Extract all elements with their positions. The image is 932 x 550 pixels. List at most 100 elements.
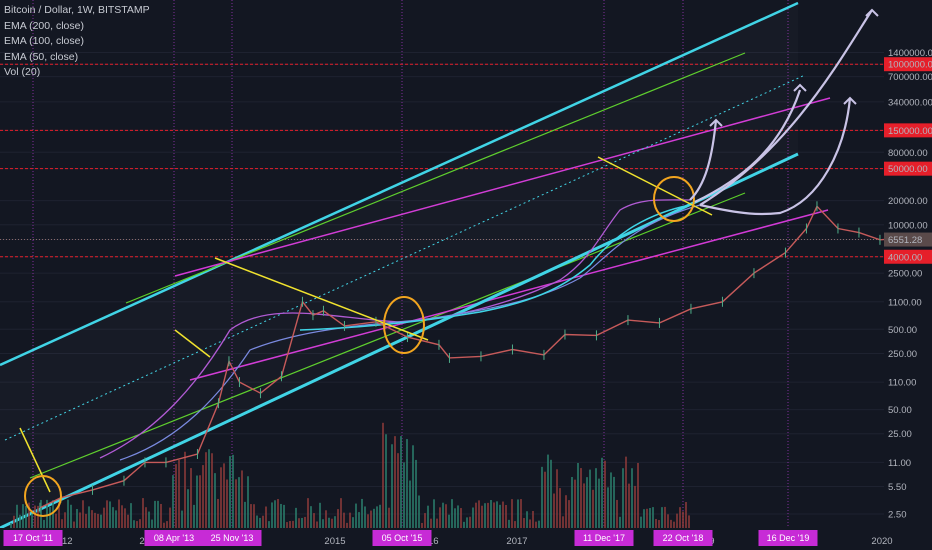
volume-bar — [187, 489, 189, 528]
volume-bar — [589, 469, 591, 528]
volume-bar — [421, 522, 423, 528]
legend-ema-200[interactable]: EMA (200, close) — [4, 19, 84, 32]
volume-bar — [496, 501, 498, 528]
volume-bar — [424, 513, 426, 528]
volume-bar — [361, 498, 363, 528]
volume-bar — [184, 451, 186, 528]
volume-bar — [673, 521, 675, 528]
volume-bar — [139, 519, 141, 528]
volume-bar — [157, 500, 159, 528]
volume-bar — [550, 459, 552, 528]
y-tick-label: 1000000.00 — [888, 60, 932, 71]
volume-bar — [241, 470, 243, 528]
volume-bar — [529, 519, 531, 528]
volume-bar — [178, 459, 180, 528]
volume-bar — [196, 475, 198, 528]
time-axis: 201220142015201620172019202017 Oct '1108… — [0, 528, 932, 550]
volume-bar — [613, 476, 615, 528]
volume-bar — [502, 501, 504, 528]
date-flag — [202, 530, 262, 546]
volume-bar — [232, 454, 234, 528]
volume-bar — [532, 510, 534, 528]
volume-bar — [328, 517, 330, 528]
price-label-bg — [884, 161, 932, 176]
volume-bar — [31, 513, 33, 528]
y-tick-label: 10000.00 — [888, 220, 928, 231]
legend-ema-100[interactable]: EMA (100, close) — [4, 35, 84, 47]
volume-bar — [391, 444, 393, 528]
date-flag — [758, 530, 818, 546]
volume-bar — [337, 509, 339, 528]
volume-bar — [631, 468, 633, 528]
volume-bar — [253, 504, 255, 528]
y-tick-label: 5.50 — [888, 482, 907, 493]
projection-arrow — [689, 119, 718, 201]
volume-bar — [298, 518, 300, 528]
volume-bar — [652, 507, 654, 528]
volume-bar — [412, 445, 414, 528]
volume-bar — [22, 504, 24, 528]
volume-bar — [379, 504, 381, 528]
volume-bar — [463, 521, 465, 528]
volume-bar — [364, 506, 366, 528]
volume-bar — [538, 520, 540, 528]
volume-bar — [247, 476, 249, 528]
legend-title[interactable]: Bitcoin / Dollar, 1W, BITSTAMP — [4, 4, 150, 16]
y-tick-label: 50000.00 — [888, 164, 928, 175]
volume-bar — [586, 477, 588, 528]
volume-bar — [457, 505, 459, 528]
volume-bar — [109, 501, 111, 528]
volume-bar — [454, 508, 456, 528]
volume-bar — [688, 515, 690, 528]
volume-bar — [634, 485, 636, 528]
y-tick-label: 1400000.00 — [888, 48, 932, 59]
volume-bar — [217, 498, 219, 528]
volume-bar — [487, 502, 489, 528]
volume-bar — [286, 522, 288, 528]
volume-bar — [376, 506, 378, 528]
projection-arrow — [699, 97, 852, 216]
volume-bar — [64, 512, 66, 528]
volume-bar — [601, 457, 603, 528]
volume-bar — [331, 518, 333, 528]
highlight-circle — [24, 475, 62, 517]
date-flag-label: 05 Oct '15 — [382, 533, 423, 543]
volume-bar — [136, 521, 138, 528]
volume-bar — [445, 504, 447, 528]
volume-bar — [79, 512, 81, 528]
volume-bar — [55, 513, 57, 528]
volume-bar — [10, 522, 12, 528]
volume-bar — [580, 468, 582, 528]
volume-bar — [142, 498, 144, 528]
volume-bar — [517, 499, 519, 528]
date-flag-label: 16 Dec '19 — [767, 533, 810, 543]
volume-bar — [127, 514, 129, 528]
volume-bar — [556, 469, 558, 528]
arrow-head — [709, 118, 723, 127]
lower-magenta-line — [189, 209, 829, 381]
volume-bar — [28, 502, 30, 528]
lower-cyan-line — [0, 152, 799, 530]
y-tick-label: 20000.00 — [888, 196, 928, 207]
volume-bar — [112, 507, 114, 528]
volume-bar — [427, 505, 429, 528]
volume-bar — [211, 453, 213, 528]
volume-bar — [436, 518, 438, 528]
trendline-yellow — [19, 427, 51, 493]
legend-volume[interactable]: Vol (20) — [4, 66, 41, 78]
volume-bars — [10, 422, 690, 528]
volume-bar — [133, 520, 135, 528]
volume-bar — [367, 514, 369, 528]
date-flag-label: 25 Nov '13 — [211, 533, 254, 543]
volume-bar — [469, 516, 471, 528]
trendline-yellow — [174, 329, 211, 358]
volume-bar — [208, 449, 210, 528]
volume-bar — [19, 514, 21, 528]
volume-bar — [295, 507, 297, 528]
volume-bar — [25, 505, 27, 528]
volume-bar — [637, 462, 639, 528]
legend-ema-50[interactable]: EMA (50, close) — [4, 50, 79, 63]
volume-bar — [262, 515, 264, 528]
volume-bar — [355, 503, 357, 528]
